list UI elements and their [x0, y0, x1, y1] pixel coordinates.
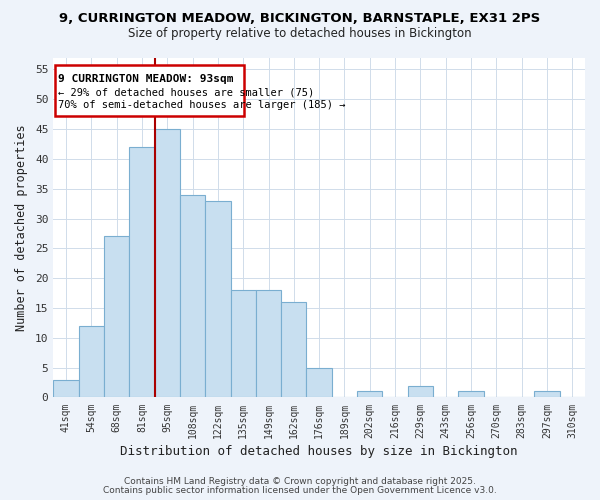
Text: Size of property relative to detached houses in Bickington: Size of property relative to detached ho…	[128, 28, 472, 40]
Bar	[53, 380, 79, 398]
Bar	[535, 392, 560, 398]
Bar	[256, 290, 281, 398]
X-axis label: Distribution of detached houses by size in Bickington: Distribution of detached houses by size …	[121, 444, 518, 458]
Bar	[155, 129, 180, 398]
Text: 70% of semi-detached houses are larger (185) →: 70% of semi-detached houses are larger (…	[58, 100, 346, 110]
Bar	[79, 326, 104, 398]
Bar	[104, 236, 129, 398]
Bar	[458, 392, 484, 398]
FancyBboxPatch shape	[55, 66, 244, 116]
Bar	[205, 200, 230, 398]
Text: 9 CURRINGTON MEADOW: 93sqm: 9 CURRINGTON MEADOW: 93sqm	[58, 74, 234, 84]
Bar	[357, 392, 382, 398]
Bar	[230, 290, 256, 398]
Bar	[180, 194, 205, 398]
Text: Contains public sector information licensed under the Open Government Licence v3: Contains public sector information licen…	[103, 486, 497, 495]
Bar	[408, 386, 433, 398]
Text: 9, CURRINGTON MEADOW, BICKINGTON, BARNSTAPLE, EX31 2PS: 9, CURRINGTON MEADOW, BICKINGTON, BARNST…	[59, 12, 541, 26]
Text: ← 29% of detached houses are smaller (75): ← 29% of detached houses are smaller (75…	[58, 88, 314, 98]
Bar	[281, 302, 307, 398]
Bar	[129, 147, 155, 398]
Y-axis label: Number of detached properties: Number of detached properties	[15, 124, 28, 331]
Text: Contains HM Land Registry data © Crown copyright and database right 2025.: Contains HM Land Registry data © Crown c…	[124, 477, 476, 486]
Bar	[307, 368, 332, 398]
